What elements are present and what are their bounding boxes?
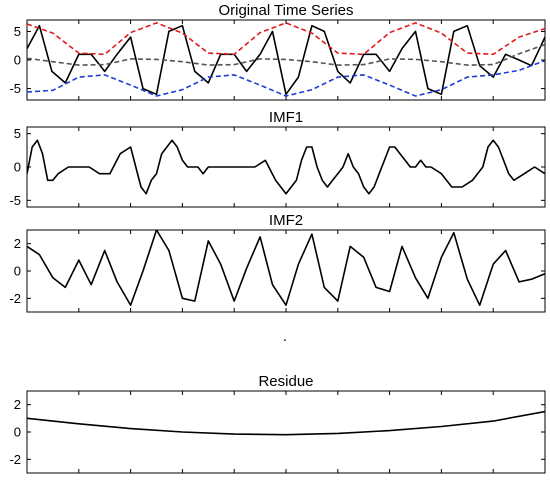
y-tick-label-original-time-series-2: 5	[14, 24, 21, 39]
series-line-imf2-0	[27, 230, 545, 306]
axes-frame-original-time-series	[26, 19, 546, 101]
axes-frame-imf1	[26, 126, 546, 208]
panel-title-original-time-series: Original Time Series	[218, 2, 353, 19]
y-tick-label-imf2-2: 2	[14, 236, 21, 251]
y-tick-label-residue-1: 0	[14, 425, 21, 440]
y-tick-label-imf1-1: 0	[14, 160, 21, 175]
series-line-original-time-series-3	[27, 43, 545, 66]
panel-residue: -2 0 2 Residue	[9, 373, 546, 474]
panel-title-imf1: IMF1	[269, 109, 303, 126]
y-tick-label-imf1-2: 5	[14, 126, 21, 141]
panel-imf1: -5 0 5 IMF1	[9, 109, 546, 208]
y-tick-label-imf2-0: -2	[9, 291, 21, 306]
panel-original-time-series: -5 0 5 Original Time Series	[9, 2, 546, 101]
y-tick-label-original-time-series-0: -5	[9, 81, 21, 96]
y-tick-label-imf1-0: -5	[9, 193, 21, 208]
series-line-original-time-series-1	[27, 22, 545, 56]
series-line-residue-0	[27, 410, 545, 436]
y-tick-label-imf2-1: 0	[14, 264, 21, 279]
series-line-original-time-series-0	[27, 24, 545, 96]
y-tick-label-residue-2: 2	[14, 397, 21, 412]
y-tick-label-residue-0: -2	[9, 452, 21, 467]
panel-title-imf2: IMF2	[269, 212, 303, 229]
stray-mark: .	[283, 328, 287, 345]
series-line-imf1-0	[27, 139, 545, 195]
axes-frame-imf2	[26, 229, 546, 313]
panel-imf2: -2 0 2 IMF2	[9, 212, 546, 313]
axes-frame-residue	[26, 390, 546, 474]
y-tick-label-original-time-series-1: 0	[14, 53, 21, 68]
panel-title-residue: Residue	[258, 373, 313, 390]
